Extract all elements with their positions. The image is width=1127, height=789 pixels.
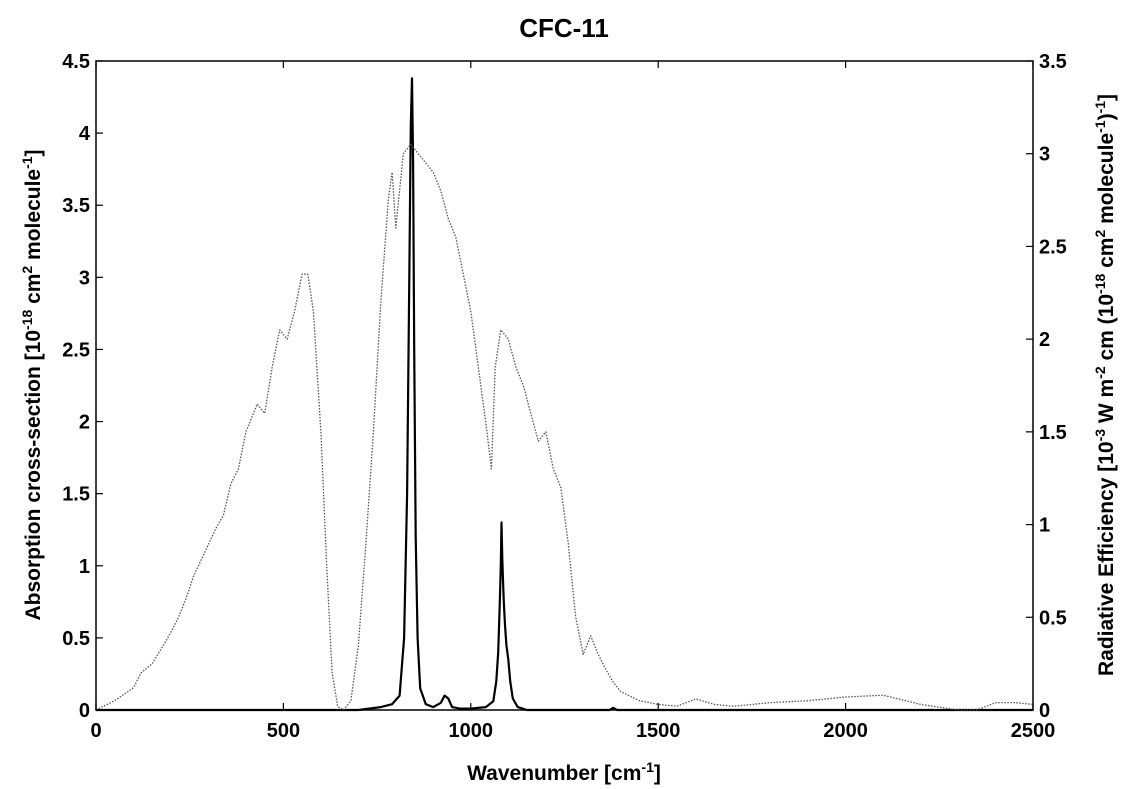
plot-area	[95, 60, 1034, 712]
x-tick-label: 500	[267, 720, 300, 742]
x-tick-label: 1500	[636, 720, 681, 742]
y-left-tick-label: 0.5	[62, 628, 90, 650]
y-left-tick-label: 1.5	[62, 484, 90, 506]
y-left-tick-label: 2.5	[62, 339, 90, 361]
series-layer	[95, 77, 1034, 712]
y-right-tick-label: 3.5	[1039, 51, 1067, 73]
x-tick-label: 2500	[1011, 720, 1056, 742]
x-tick-label: 2000	[823, 720, 868, 742]
y-right-tick-label: 0.5	[1039, 607, 1067, 629]
y-right-tick-label: 2	[1039, 329, 1050, 351]
y-right-tick-label: 2.5	[1039, 236, 1067, 258]
y-left-axis-label: Absorption cross-section [10-18 cm2 mole…	[19, 149, 45, 620]
y-right-tick-label: 1	[1039, 515, 1050, 537]
y-right-axis-label: Radiative Efficiency [10-3 W m-2 cm (10-…	[1092, 94, 1118, 676]
y-left-tick-label: 2	[79, 412, 90, 434]
series-line-solid-left-axis	[96, 77, 1033, 712]
y-left-tick-label: 3.5	[62, 195, 90, 217]
y-left-tick-label: 3	[79, 267, 90, 289]
y-left-axis-tick-labels: 0 0.5 1 1.5 2 2.5 3 3.5 4 4.5	[62, 51, 91, 722]
x-axis-tick-labels: 0 500 1000 1500 2000 2500	[90, 720, 1055, 742]
series-line-dotted-right-axis	[95, 143, 1034, 711]
y-left-tick-label: 0	[79, 700, 90, 722]
y-left-tick-label: 4.5	[62, 51, 90, 73]
tick-marks	[95, 60, 1034, 711]
plot-frame	[95, 60, 1034, 711]
y-right-tick-label: 1.5	[1039, 422, 1067, 444]
y-right-tick-label: 3	[1039, 144, 1050, 166]
x-axis-label: Wavenumber [cm-1]	[467, 759, 661, 785]
x-tick-label: 1000	[449, 720, 494, 742]
y-left-tick-label: 1	[79, 556, 90, 578]
y-left-tick-label: 4	[79, 123, 91, 145]
chart-title: CFC-11	[519, 13, 609, 43]
y-right-tick-label: 0	[1039, 700, 1050, 722]
x-tick-label: 0	[90, 720, 101, 742]
y-right-axis-tick-labels: 0 0.5 1 1.5 2 2.5 3 3.5	[1039, 51, 1067, 722]
